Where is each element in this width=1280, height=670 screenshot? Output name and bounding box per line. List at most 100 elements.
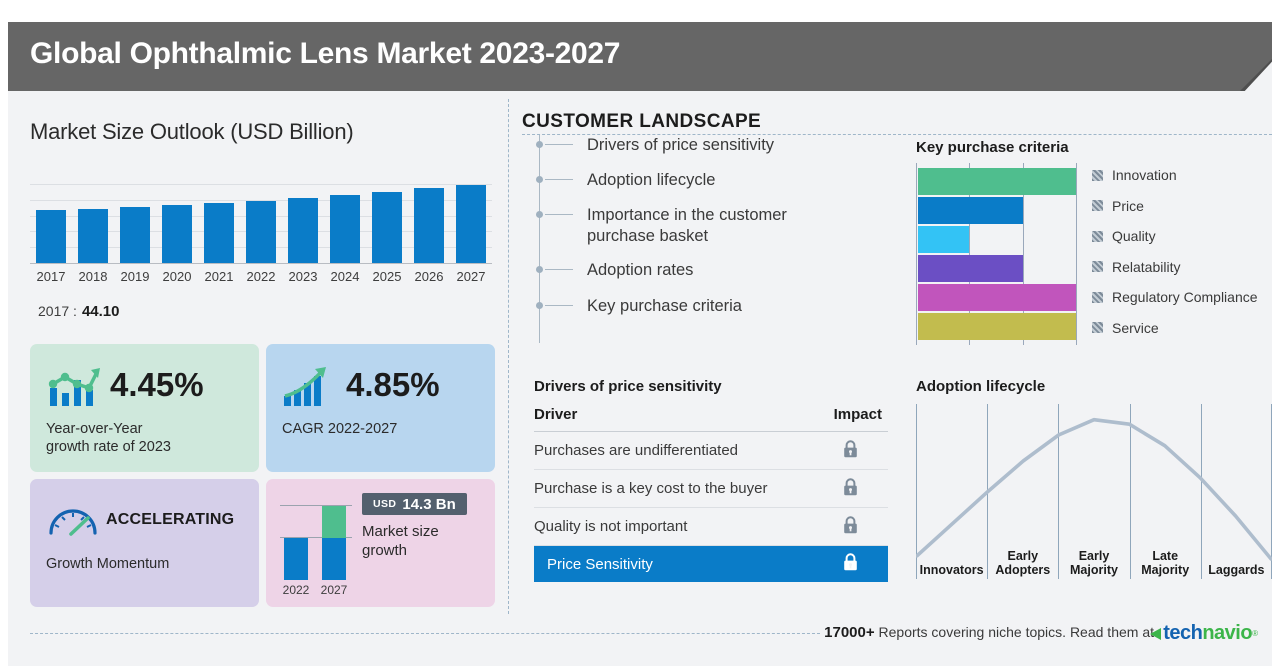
hatch-swatch-icon: [1092, 261, 1103, 272]
market-size-bar-label: 2017: [36, 269, 66, 284]
market-size-growth-caption-line2: growth: [362, 542, 408, 559]
drivers-table-header: Driver Impact: [534, 406, 888, 432]
growth-momentum-caption: Growth Momentum: [46, 556, 170, 572]
market-size-bar: [414, 188, 444, 263]
customer-landscape-item-label: Drivers of price sensitivity: [587, 136, 775, 154]
yoy-caption: Year-over-Year growth rate of 2023: [46, 420, 171, 456]
market-size-growth-caption: Market size growth: [362, 522, 439, 560]
chart-gridline: [30, 199, 492, 201]
market-size-growth-card: 2022 2027 USD 14.3 Bn Market size growth: [266, 479, 495, 607]
market-size-bar-label: 2020: [162, 269, 192, 284]
adoption-lifecycle-gridline: [1058, 404, 1060, 579]
kpc-gridline: [1076, 163, 1077, 345]
usd-value-badge: USD 14.3 Bn: [362, 493, 467, 515]
table-row[interactable]: Quality is not important: [534, 508, 888, 546]
header-bar: Global Ophthalmic Lens Market 2023-2027: [8, 22, 1272, 92]
bullet-dot-icon: [536, 211, 543, 218]
market-size-bar: [78, 209, 108, 263]
usd-unit: USD: [373, 498, 397, 510]
market-size-bar-label: 2025: [372, 269, 402, 284]
footer-tagline: Reports covering niche topics. Read them…: [878, 624, 1154, 640]
adoption-lifecycle-gridline: [1200, 404, 1202, 579]
adoption-lifecycle-label: Late Majority: [1141, 549, 1190, 577]
usd-amount: 14.3 Bn: [402, 495, 456, 513]
rising-bars-icon: [282, 366, 332, 415]
technavio-arrow-icon: [1150, 627, 1162, 640]
hatch-swatch-icon: [1092, 322, 1103, 333]
growth-momentum-card: ACCELERATING Growth Momentum: [30, 479, 259, 607]
key-purchase-criteria-chart: [916, 163, 1077, 345]
kpc-legend-item: Relatability: [1092, 259, 1180, 275]
customer-landscape-item-label: Adoption rates: [587, 261, 694, 279]
kpc-bar: [918, 255, 1023, 282]
first-year-value: 2017 :44.10: [38, 303, 119, 320]
market-size-bar-label: 2027: [456, 269, 486, 284]
driver-name: Price Sensitivity: [547, 555, 653, 573]
drivers-title: Drivers of price sensitivity: [534, 378, 722, 395]
kpc-gridline: [969, 163, 971, 345]
kpc-legend-item: Price: [1092, 198, 1144, 214]
market-size-outlook-title: Market Size Outlook (USD Billion): [30, 119, 354, 144]
cagr-value: 4.85%: [346, 366, 440, 403]
market-size-bar-label: 2019: [120, 269, 150, 284]
chart-axis: [30, 263, 492, 264]
drivers-table-body: Purchases are undifferentiated Purchase i…: [534, 432, 888, 582]
kpc-bar: [918, 284, 1076, 311]
customer-landscape-item-label: Importance in the customer purchase bask…: [587, 206, 787, 245]
market-size-bar: [204, 203, 234, 263]
kpc-legend-label: Price: [1112, 197, 1144, 214]
kpc-legend-label: Quality: [1112, 228, 1156, 244]
connector-line: [545, 269, 573, 270]
hatch-swatch-icon: [1092, 291, 1103, 303]
kpc-legend-label: Regulatory Compliance: [1112, 289, 1258, 305]
adoption-lifecycle-curve: [916, 417, 1272, 561]
cagr-caption: CAGR 2022-2027: [282, 421, 398, 437]
customer-landscape-item-label: Key purchase criteria: [587, 297, 742, 315]
drivers-col-impact: Impact: [833, 406, 882, 423]
content-area: Market Size Outlook (USD Billion) 2017 20…: [8, 91, 1272, 622]
kpc-bar: [918, 226, 970, 253]
mini-bar-2027-base: [322, 538, 346, 580]
technavio-logo-part1: tech: [1163, 622, 1203, 644]
driver-name: Purchases are undifferentiated: [534, 442, 739, 459]
lock-icon: [843, 439, 858, 462]
kpc-legend-label: Relatability: [1112, 258, 1181, 275]
mini-bar-2022: [284, 538, 308, 580]
growth-momentum-status: ACCELERATING: [106, 511, 235, 528]
lock-icon: [843, 553, 858, 575]
market-size-bar: [246, 201, 276, 263]
adoption-lifecycle-label: Early Adopters: [995, 549, 1051, 577]
kpc-bar: [918, 197, 1023, 224]
connector-line: [545, 179, 573, 180]
market-size-bar-label: 2022: [246, 269, 276, 284]
connector-line: [545, 305, 573, 306]
technavio-logo[interactable]: tech navio ®: [1150, 622, 1258, 645]
market-size-bar-label: 2026: [414, 269, 444, 284]
market-size-bar: [456, 185, 486, 263]
adoption-lifecycle-gridline: [1129, 404, 1131, 579]
lock-icon: [843, 515, 858, 538]
mini-axis-top: [280, 505, 352, 506]
footer-report-count: 17000+: [824, 624, 875, 641]
speedometer-icon: [46, 501, 100, 544]
adoption-lifecycle-chart: Innovators Early Adopters Early Majority Late…: [916, 404, 1272, 579]
chart-gridline: [30, 183, 492, 185]
customer-landscape-title: CUSTOMER LANDSCAPE: [522, 111, 762, 132]
table-row[interactable]: Purchase is a key cost to the buyer: [534, 470, 888, 508]
vertical-divider: [508, 99, 509, 614]
yoy-value: 4.45%: [110, 366, 204, 403]
technavio-logo-part2: navio: [1202, 622, 1253, 644]
table-row[interactable]: Purchases are undifferentiated: [534, 432, 888, 470]
connector-line: [545, 144, 573, 145]
kpc-gridline: [916, 163, 917, 345]
connector-line: [545, 214, 573, 215]
bullet-dot-icon: [536, 266, 543, 273]
kpc-legend-item: Quality: [1092, 228, 1156, 244]
key-purchase-criteria-title: Key purchase criteria: [916, 139, 1069, 156]
mini-bar-2027-growth: [322, 506, 346, 538]
cagr-card: 4.85% CAGR 2022-2027: [266, 344, 495, 472]
market-size-bar: [372, 192, 402, 263]
table-row[interactable]: Price Sensitivity: [534, 546, 888, 582]
customer-landscape-spine: [539, 135, 540, 343]
